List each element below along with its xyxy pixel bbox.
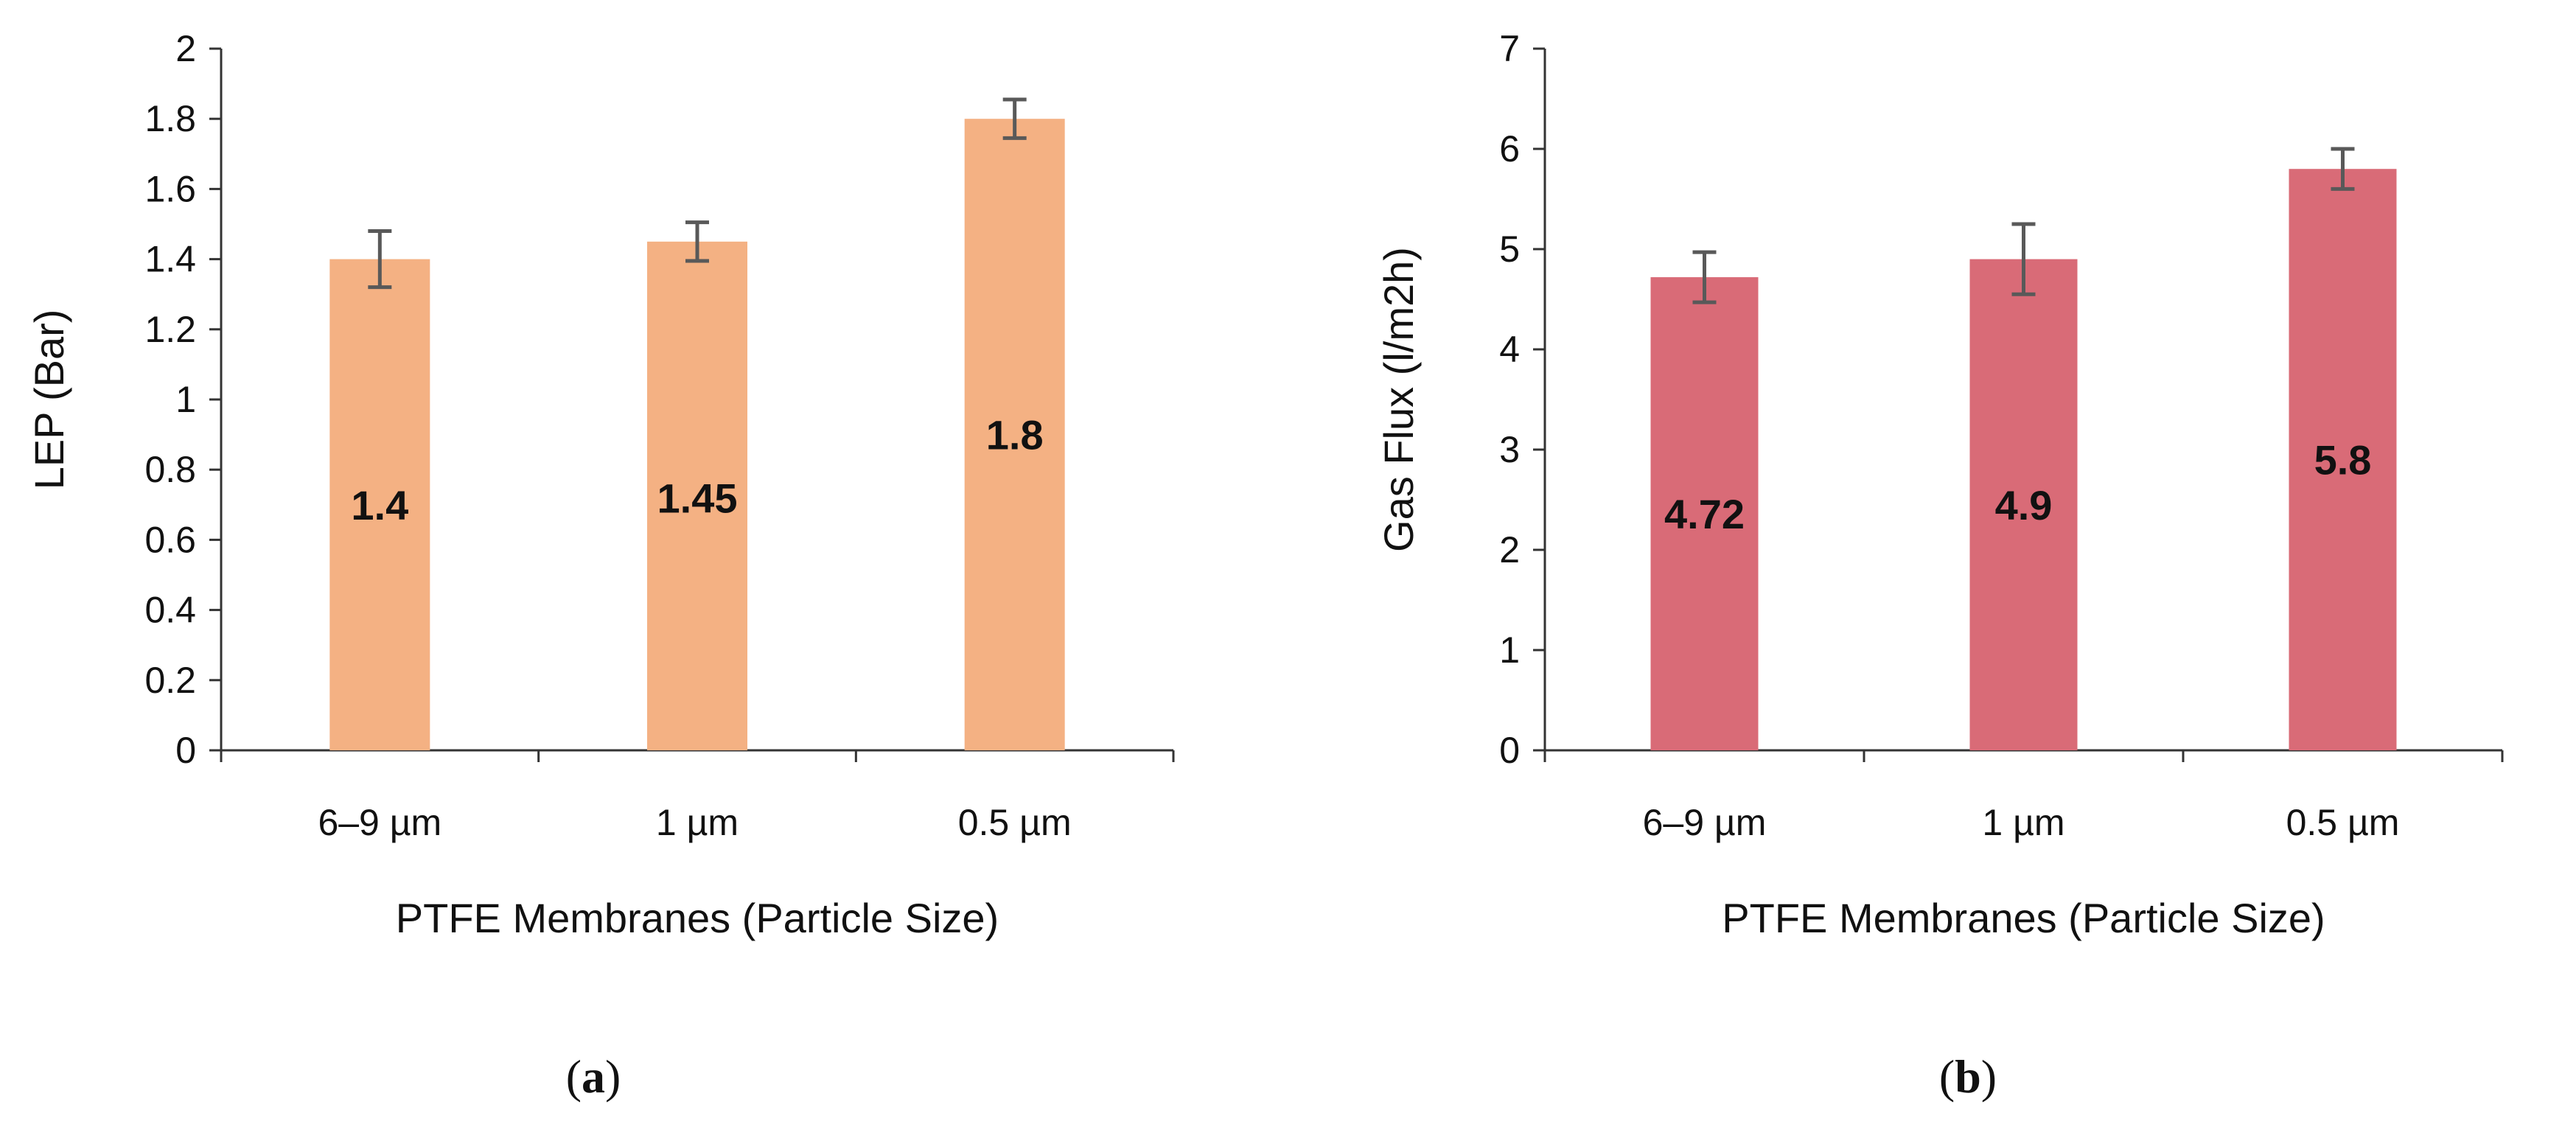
y-ticks: 0 0.2 0.4 0.6 0.8 1 1.2 1.4 1.6 1.8 2 (144, 28, 221, 771)
y-tick-label: 2 (1499, 529, 1520, 570)
y-tick-label: 0 (175, 730, 196, 771)
data-label: 4.9 (1995, 482, 2053, 528)
x-tick-label: 1 µm (1982, 802, 2064, 843)
bar (2289, 169, 2397, 750)
y-axis-title: Gas Flux (l/m2h) (1375, 247, 1422, 552)
data-labels: 1.4 1.45 1.8 (351, 412, 1043, 528)
y-tick-label: 1.6 (144, 168, 196, 209)
x-axis-title: PTFE Membranes (Particle Size) (1722, 895, 2325, 941)
y-tick-label: 6 (1499, 128, 1520, 170)
x-tick-label: 6–9 µm (1643, 802, 1767, 843)
bars (1650, 169, 2397, 751)
y-ticks: 0 1 2 3 4 5 6 7 (1499, 28, 1545, 771)
bar (1650, 277, 1759, 751)
y-tick-label: 1.4 (144, 239, 196, 280)
x-tick-label: 0.5 µm (958, 802, 1072, 843)
y-tick-label: 1.8 (144, 98, 196, 139)
panel-label-a: (a) (566, 1050, 621, 1103)
y-tick-label: 5 (1499, 228, 1520, 270)
error-bar (685, 220, 709, 263)
error-bar (368, 229, 392, 290)
error-bar (2011, 222, 2036, 296)
y-tick-label: 1 (175, 379, 196, 420)
y-tick-label: 0.2 (144, 660, 196, 701)
y-tick-label: 4 (1499, 329, 1520, 370)
x-ticks: 6–9 µm 1 µm 0.5 µm (220, 750, 1175, 843)
error-bar (2331, 147, 2355, 191)
bar (647, 241, 747, 750)
x-axis-title: PTFE Membranes (Particle Size) (396, 895, 999, 941)
panel-label-b: (b) (1939, 1050, 1997, 1103)
x-tick-label: 6–9 µm (318, 802, 441, 843)
y-axis-title: LEP (Bar) (26, 310, 72, 490)
data-label: 4.72 (1664, 491, 1745, 537)
bar (1969, 259, 2078, 751)
data-label: 1.4 (351, 482, 408, 528)
bar (329, 259, 430, 751)
data-label: 5.8 (2314, 437, 2372, 484)
error-bars (368, 97, 1027, 290)
x-tick-label: 0.5 µm (2286, 802, 2400, 843)
data-label: 1.8 (986, 412, 1044, 458)
y-tick-label: 1.2 (144, 309, 196, 350)
x-ticks: 6–9 µm 1 µm 0.5 µm (1543, 750, 2504, 843)
error-bars (1692, 147, 2355, 304)
error-bar (1692, 250, 1717, 304)
chart-a: 0 0.2 0.4 0.6 0.8 1 1.2 1.4 1.6 1.8 2 1.4 1.45 1.8 6… (26, 28, 1175, 941)
y-tick-label: 3 (1499, 429, 1520, 470)
y-tick-label: 0.8 (144, 449, 196, 490)
data-label: 1.45 (657, 475, 738, 521)
y-tick-label: 7 (1499, 28, 1520, 69)
y-tick-label: 1 (1499, 629, 1520, 671)
y-tick-label: 0.6 (144, 519, 196, 560)
y-tick-label: 0 (1499, 730, 1520, 771)
bars (329, 119, 1065, 751)
chart-b: 0 1 2 3 4 5 6 7 4.72 4.9 5.8 6–9 µm 1 µm 0.5 µm Gas… (1375, 28, 2504, 941)
y-tick-label: 0.4 (144, 590, 196, 631)
error-bar (1002, 97, 1027, 140)
x-tick-label: 1 µm (656, 802, 739, 843)
y-tick-label: 2 (175, 28, 196, 69)
data-labels: 4.72 4.9 5.8 (1664, 437, 2371, 537)
bar (964, 119, 1065, 750)
